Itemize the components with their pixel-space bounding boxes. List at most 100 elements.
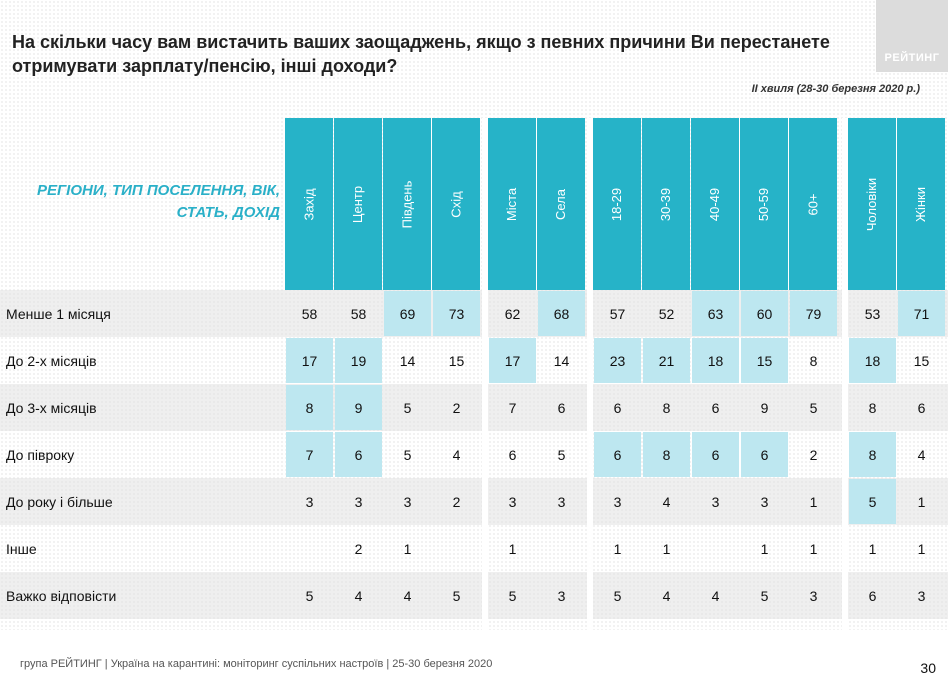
- table-cell: 3: [557, 493, 566, 510]
- table-cell: 63: [692, 291, 739, 336]
- table-cell: 1: [662, 540, 671, 557]
- column-header-label: Схід: [448, 190, 464, 218]
- column-header-bg: [537, 118, 585, 290]
- table-cell: 15: [448, 352, 465, 369]
- row-label: До півроку: [6, 446, 75, 463]
- row-label: До 2-х місяців: [6, 352, 97, 369]
- section-title: РЕГІОНИ, ТИП ПОСЕЛЕННЯ, ВІК, СТАТЬ, ДОХІ…: [36, 182, 280, 221]
- column-header-bg: [285, 118, 333, 290]
- column-header-bg: [848, 118, 896, 290]
- column-header-label: 18-29: [609, 187, 625, 221]
- column-header: 40-49: [691, 118, 739, 290]
- table-cell: 58: [301, 305, 318, 322]
- column-header-bg: [383, 118, 431, 290]
- column-header-bg: [642, 118, 690, 290]
- table-cell: 5: [452, 587, 461, 604]
- column-header: Схід: [432, 118, 480, 290]
- table-cell: 4: [917, 446, 926, 463]
- table-cell: 57: [609, 305, 626, 322]
- table-cell: 1: [613, 540, 622, 557]
- column-header: Жінки: [897, 118, 945, 290]
- table-cell: 18: [849, 338, 896, 383]
- page-number: 30: [920, 660, 936, 676]
- column-header: Села: [537, 118, 585, 290]
- table-cell: 1: [508, 540, 517, 557]
- table-cell: 2: [809, 446, 818, 463]
- table-cell: 2: [452, 493, 461, 510]
- table-cell: 3: [305, 493, 314, 510]
- table-cell: 58: [350, 305, 367, 322]
- row-label: До 3-х місяців: [6, 399, 97, 416]
- table-cell: 7: [286, 432, 333, 477]
- column-header: 30-39: [642, 118, 690, 290]
- table-cell: 1: [809, 540, 818, 557]
- table-cell: 9: [760, 399, 769, 416]
- table-cell: 73: [433, 291, 480, 336]
- column-header-label: Села: [553, 188, 569, 220]
- column-header-label: 30-39: [658, 187, 674, 221]
- column-header: Чоловіки: [848, 118, 896, 290]
- table-cell: 3: [917, 587, 926, 604]
- row-band: [0, 572, 948, 619]
- table-cell: 2: [354, 540, 363, 557]
- table-cell: 6: [741, 432, 788, 477]
- table-cell: 2: [452, 399, 461, 416]
- column-header-label: Чоловіки: [864, 177, 880, 231]
- table-cell: 6: [868, 587, 877, 604]
- column-header-label: 60+: [805, 192, 821, 216]
- table-cell: 3: [613, 493, 622, 510]
- column-header-bg: [691, 118, 739, 290]
- table-cell: 6: [594, 432, 641, 477]
- table-cell: 4: [662, 587, 671, 604]
- column-header-bg: [334, 118, 382, 290]
- table-cell: 71: [898, 291, 945, 336]
- table-cell: [286, 526, 333, 571]
- group-separator: [587, 118, 593, 630]
- column-header-label: 50-59: [756, 187, 772, 221]
- survey-wave: ІІ хвиля (28-30 березня 2020 р.): [751, 83, 920, 95]
- page-title: На скільки часу вам вистачить ваших заощ…: [12, 32, 830, 76]
- row-label: Важко відповісти: [6, 587, 117, 604]
- table-cell: 5: [613, 587, 622, 604]
- table-cell: 3: [403, 493, 412, 510]
- column-header-label: 40-49: [707, 187, 723, 221]
- table-cell: 3: [508, 493, 517, 510]
- table-cell: 5: [760, 587, 769, 604]
- column-header: 60+: [789, 118, 837, 290]
- table-cell: [538, 526, 585, 571]
- table-cell: 9: [335, 385, 382, 430]
- table-cell: 6: [711, 399, 720, 416]
- table-cell: 1: [403, 540, 412, 557]
- table-cell: 3: [711, 493, 720, 510]
- table-cell: 8: [662, 399, 671, 416]
- column-header: Центр: [334, 118, 382, 290]
- column-header-bg: [488, 118, 536, 290]
- table-cell: 79: [790, 291, 837, 336]
- table-cell: 8: [868, 399, 877, 416]
- table-cell: [433, 526, 480, 571]
- table-cell: 15: [741, 338, 788, 383]
- table-cell: 3: [354, 493, 363, 510]
- table-cell: 53: [864, 305, 881, 322]
- table-cell: 8: [849, 432, 896, 477]
- table-cell: 17: [489, 338, 536, 383]
- table-cell: 8: [809, 352, 818, 369]
- column-header-bg: [593, 118, 641, 290]
- table-cell: 14: [553, 352, 570, 369]
- table-cell: 5: [305, 587, 314, 604]
- column-header-bg: [897, 118, 945, 290]
- table-cell: 6: [692, 432, 739, 477]
- table-cell: 68: [538, 291, 585, 336]
- table-cell: 15: [913, 352, 930, 369]
- table-cell: 1: [868, 540, 877, 557]
- table-cell: 7: [508, 399, 517, 416]
- table-cell: 5: [849, 479, 896, 524]
- table-cell: 18: [692, 338, 739, 383]
- table-cell: 19: [335, 338, 382, 383]
- table-cell: 52: [658, 305, 675, 322]
- table-cell: 1: [760, 540, 769, 557]
- table-cell: 5: [809, 399, 818, 416]
- column-header-label: Міста: [504, 187, 520, 221]
- column-header: Захід: [285, 118, 333, 290]
- column-header: Південь: [383, 118, 431, 290]
